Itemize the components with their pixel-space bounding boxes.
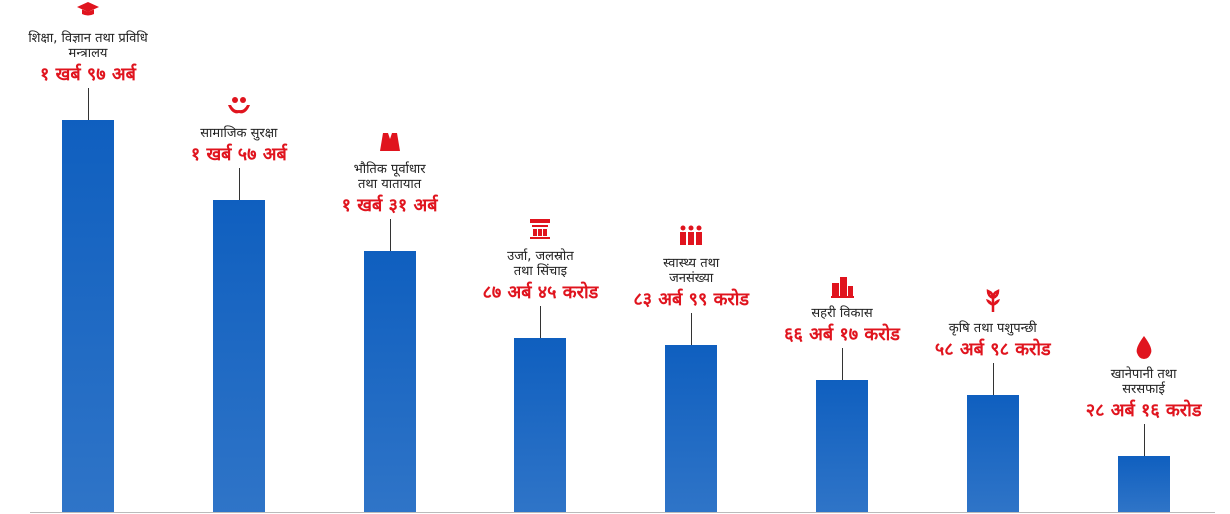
bar-label: कृषि तथा पशुपन्छी ५८ अर्ब ९८ करोड [883,288,1103,362]
value-label: ६६ अर्ब १७ करोड [784,324,900,346]
value-label: ८७ अर्ब ४५ करोड [482,282,599,303]
bar-label: भौतिक पूर्वाधार तथा यातायात १ खर्ब ३१ अर्… [280,129,500,218]
icon [377,129,403,159]
value-label: २८ अर्ब १६ करोड [1085,399,1202,421]
icon [1131,334,1157,364]
category-label: सहरी विकास [811,306,873,322]
icon [980,288,1006,318]
leader-line [540,305,542,338]
leader-line [842,348,843,381]
value-label: १ खर्ब ९७ अर्ब [40,64,136,85]
icon [678,223,704,253]
leader-line [992,362,994,395]
icon [226,93,252,123]
category-label: उर्जा, जलस्रोत तथा सिंचाइ [507,249,574,279]
icon [75,0,101,28]
bar [966,394,1019,512]
leader-line [691,312,693,345]
leader-line [238,167,240,200]
value-label: १ खर्ब ५७ अर्ब [190,143,287,165]
bar [212,199,265,512]
icon [829,273,855,303]
icon [527,216,553,246]
leader-line [389,219,391,252]
bar-label: शिक्षा, विज्ञान तथा प्रविधि मन्त्रालय १ ख… [0,0,198,87]
bar [665,344,718,512]
category-label: खानेपानी तथा सरसफाई [1110,366,1177,397]
bar-label: उर्जा, जलस्रोत तथा सिंचाइ ८७ अर्ब ४५ करोड [430,216,650,305]
bar-label: स्वास्थ्य तथा जनसंख्या ८३ अर्ब ९९ करोड [581,223,801,312]
bar [816,380,868,512]
baseline [30,512,1215,513]
bar [1117,455,1170,512]
bar [514,337,567,512]
bar [62,120,114,512]
value-label: ५८ अर्ब ९८ करोड [934,338,1051,360]
bar-label: खानेपानी तथा सरसफाई २८ अर्ब १६ करोड [1034,334,1230,423]
leader-line [88,88,89,120]
category-label: शिक्षा, विज्ञान तथा प्रविधि मन्त्रालय [28,31,148,61]
category-label: स्वास्थ्य तथा जनसंख्या [663,255,720,286]
category-label: भौतिक पूर्वाधार तथा यातायात [353,162,426,193]
bar-label: सहरी विकास ६६ अर्ब १७ करोड [732,273,952,347]
leader-line [1143,423,1145,456]
category-label: कृषि तथा पशुपन्छी [948,320,1037,336]
bar-label: सामाजिक सुरक्षा १ खर्ब ५७ अर्ब [129,93,349,167]
bar [363,251,416,512]
value-label: १ खर्ब ३१ अर्ब [341,195,438,217]
value-label: ८३ अर्ब ९९ करोड [633,288,750,310]
category-label: सामाजिक सुरक्षा [200,125,278,141]
